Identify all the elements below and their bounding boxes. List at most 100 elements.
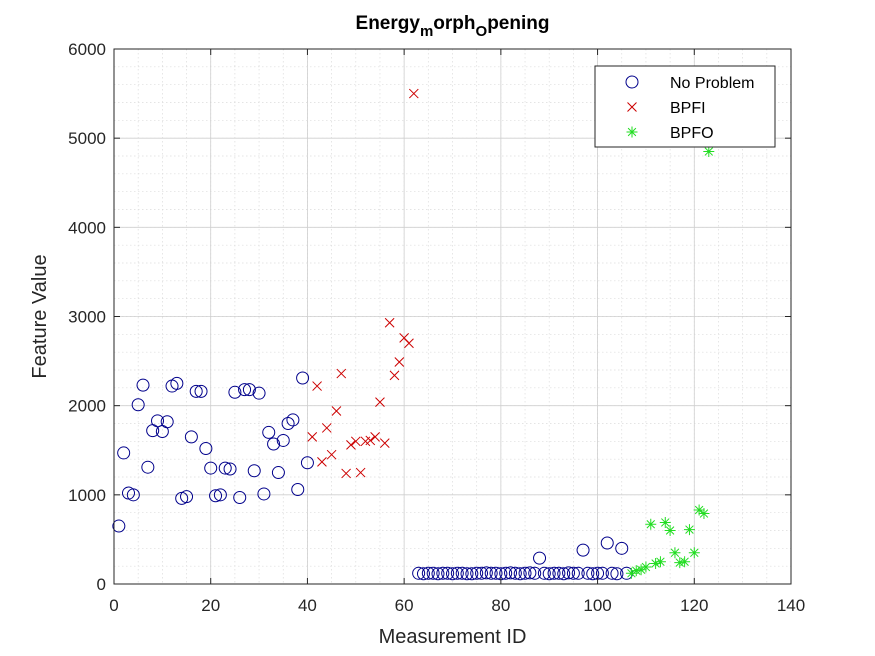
data-point-bpfo: [703, 146, 715, 158]
data-point-no-problem: [600, 536, 614, 550]
data-point-no-problem: [184, 430, 198, 444]
legend: No Problem BPFI BPFO: [594, 65, 776, 148]
x-tick-label: 20: [201, 596, 220, 615]
data-point-no-problem: [412, 566, 426, 580]
data-point-no-problem: [610, 567, 624, 581]
legend-marker-bpfo: [626, 126, 638, 138]
data-point-no-problem-shape: [460, 567, 474, 581]
data-markers: [112, 88, 715, 581]
data-point-bpfi: [375, 397, 385, 407]
data-point-no-problem-shape: [605, 566, 619, 580]
y-tick-label: 3000: [68, 308, 106, 327]
data-point-no-problem: [228, 385, 242, 399]
data-point-bpfi: [355, 467, 366, 478]
x-tick-label: 60: [395, 596, 414, 615]
data-point-no-problem: [475, 566, 489, 580]
data-point-no-problem-shape: [180, 490, 194, 504]
data-point-bpfi-shape: [346, 440, 356, 450]
data-point-no-problem-shape: [595, 566, 609, 580]
data-point-no-problem: [605, 566, 619, 580]
data-point-bpfo: [688, 547, 700, 559]
data-point-no-problem: [160, 415, 174, 429]
data-point-no-problem: [542, 567, 556, 581]
legend-label: No Problem: [670, 75, 754, 92]
data-point-bpfo: [625, 567, 637, 579]
tick-marks: [113, 48, 792, 585]
data-point-no-problem-shape: [547, 566, 561, 580]
data-point-bpfo: [645, 518, 657, 530]
data-point-no-problem-shape: [441, 566, 455, 580]
data-point-no-problem: [431, 567, 445, 581]
data-point-bpfi-shape: [317, 456, 327, 467]
data-point-bpfo: [698, 508, 710, 520]
x-tick-label: 140: [777, 596, 805, 615]
data-point-no-problem: [533, 551, 547, 565]
data-point-no-problem: [465, 567, 479, 581]
data-point-no-problem: [271, 466, 285, 480]
data-point-no-problem: [126, 488, 140, 502]
data-point-no-problem: [421, 566, 435, 580]
data-point-no-problem: [581, 566, 595, 580]
data-point-bpfi-shape: [326, 449, 337, 460]
x-tick-label: 120: [680, 596, 708, 615]
data-point-bpfi: [307, 432, 318, 442]
data-point-bpfi-shape: [394, 357, 405, 367]
data-point-no-problem: [615, 541, 629, 555]
data-point-no-problem: [209, 489, 223, 503]
data-point-no-problem-shape: [296, 371, 310, 385]
data-point-bpfo: [635, 564, 647, 576]
data-point-bpfi-shape: [384, 317, 395, 328]
data-point-no-problem: [537, 566, 551, 580]
data-point-no-problem-shape: [247, 464, 261, 478]
data-point-no-problem-shape: [465, 567, 479, 581]
data-point-no-problem-shape: [271, 466, 285, 480]
data-point-no-problem: [586, 567, 600, 581]
data-point-no-problem-shape: [576, 543, 590, 557]
data-point-no-problem-shape: [436, 566, 450, 580]
data-point-no-problem-shape: [557, 567, 571, 581]
y-tick-label: 0: [97, 575, 106, 594]
data-point-bpfo: [640, 561, 652, 573]
data-point-bpfo-shape: [698, 508, 710, 520]
data-point-no-problem: [238, 383, 252, 397]
data-point-no-problem-shape: [421, 566, 435, 580]
data-point-bpfi-shape: [307, 432, 318, 442]
data-point-no-problem: [199, 441, 213, 455]
data-point-no-problem-shape: [184, 430, 198, 444]
data-point-bpfo-shape: [650, 557, 662, 569]
data-point-no-problem-shape: [194, 384, 208, 398]
data-point-no-problem-shape: [112, 519, 126, 533]
data-point-bpfi: [408, 88, 419, 99]
data-point-bpfi: [326, 449, 337, 460]
legend-label: BPFI: [670, 100, 706, 117]
data-point-no-problem-shape: [518, 566, 532, 580]
data-point-no-problem-shape: [533, 551, 547, 565]
legend-marker-bpfi-shape: [627, 102, 637, 112]
data-point-no-problem-shape: [151, 414, 165, 428]
data-point-no-problem: [576, 543, 590, 557]
legend-item-bpfi: BPFI: [627, 100, 706, 117]
data-point-no-problem-shape: [189, 384, 203, 398]
data-point-no-problem-shape: [267, 437, 281, 451]
title-subscript: O: [476, 23, 488, 40]
data-point-no-problem-shape: [571, 566, 585, 580]
data-point-no-problem: [518, 566, 532, 580]
x-axis-label: Measurement ID: [379, 626, 527, 648]
data-point-no-problem-shape: [426, 566, 440, 580]
data-point-no-problem-shape: [552, 566, 566, 580]
data-point-no-problem-shape: [416, 567, 430, 581]
legend-marker-no-problem: [625, 75, 639, 89]
x-tick-label: 40: [298, 596, 317, 615]
data-point-bpfi: [350, 436, 361, 447]
data-point-bpfo-shape: [664, 525, 676, 536]
data-point-no-problem: [504, 566, 518, 580]
legend-item-no-problem: No Problem: [625, 75, 754, 92]
data-point-no-problem-shape: [218, 461, 232, 475]
data-point-bpfo: [630, 565, 642, 577]
data-point-bpfi: [379, 438, 390, 448]
data-point-no-problem-shape: [513, 567, 527, 581]
data-point-no-problem: [180, 490, 194, 504]
title-segment: Energy: [356, 13, 421, 34]
series-no-problem: [112, 371, 634, 581]
data-point-no-problem-shape: [131, 398, 145, 412]
